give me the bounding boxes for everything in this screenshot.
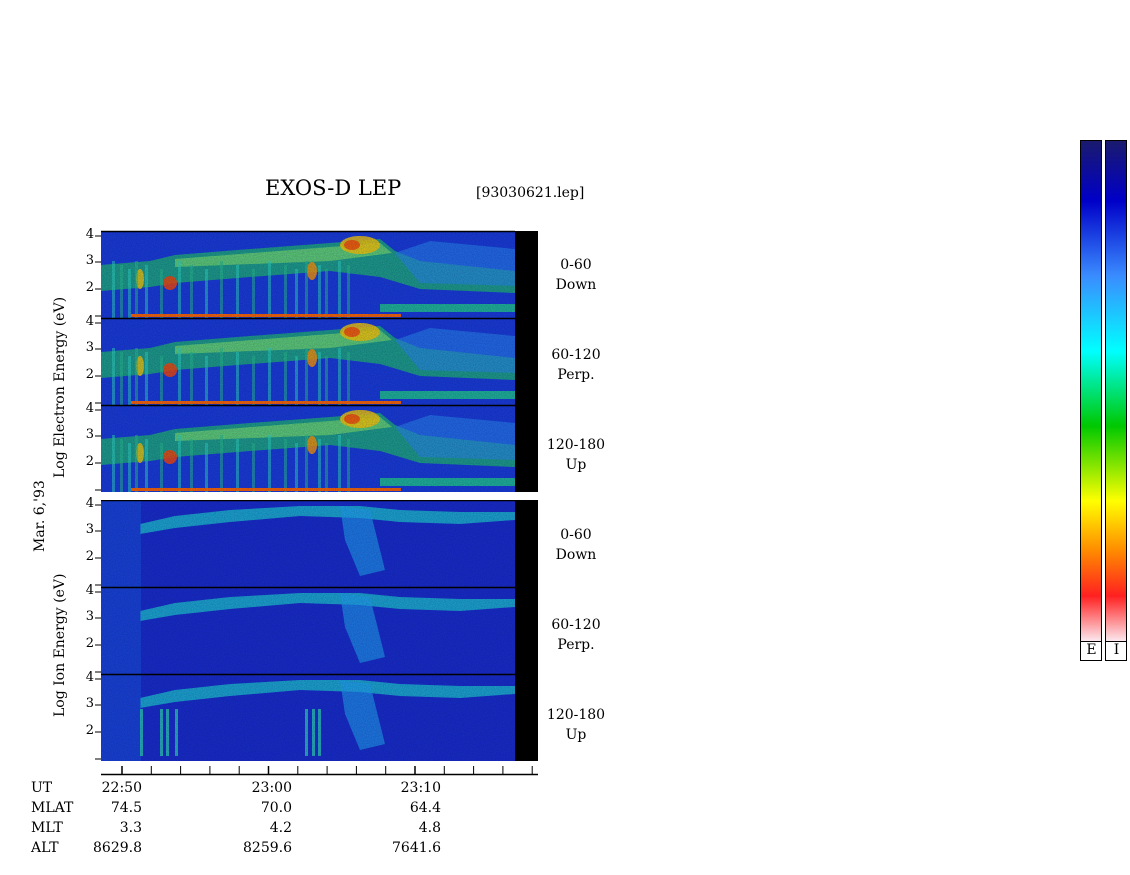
footer-label-mlat: MLAT xyxy=(31,800,74,816)
spectrogram-panel-electron-up xyxy=(101,404,538,492)
y-tick-label: 3 xyxy=(85,427,94,442)
panel-label-ion-up: 120-180 Up xyxy=(546,707,606,743)
ut-value-2: 23:00 xyxy=(251,780,292,796)
mlt-value-1: 3.3 xyxy=(119,820,142,836)
alt-value-1: 8629.8 xyxy=(93,840,142,856)
footer-label-ut: UT xyxy=(31,780,53,796)
panel-label-ion-down: 0-60 Down xyxy=(555,527,597,563)
panel-label-electron-up: 120-180 Up xyxy=(546,437,606,473)
footer-label-mlt: MLT xyxy=(31,820,63,836)
y-tick-label: 3 xyxy=(85,609,94,624)
alt-value-3: 7641.6 xyxy=(392,840,441,856)
y-tick-label: 2 xyxy=(85,367,94,382)
file-name: [93030621.lep] xyxy=(476,185,585,201)
mlt-value-2: 4.2 xyxy=(269,820,292,836)
mlat-value-2: 70.0 xyxy=(260,800,292,816)
y-tick-label: 4 xyxy=(85,583,94,598)
y-tick-label: 2 xyxy=(85,280,94,295)
y-tick-label: 4 xyxy=(85,670,94,685)
panel-label-ion-perp: 60-120 Perp. xyxy=(551,617,601,653)
colorbar-label-e: E xyxy=(1086,642,1097,658)
spectrogram-panel-electron-down xyxy=(101,230,538,318)
ion-energy-axis-label: Log Ion Energy (eV) xyxy=(52,573,68,717)
date-label: Mar. 6,'93 xyxy=(32,480,48,552)
ut-value-1: 22:50 xyxy=(101,780,142,796)
y-tick-label: 4 xyxy=(85,496,94,511)
y-tick-label: 4 xyxy=(85,401,94,416)
mlat-value-3: 64.4 xyxy=(409,800,441,816)
ut-value-3: 23:10 xyxy=(400,780,441,796)
y-tick-label: 2 xyxy=(85,723,94,738)
colorbar-label-i: I xyxy=(1113,642,1120,658)
panel-label-electron-down: 0-60 Down xyxy=(555,257,597,293)
y-tick-label: 2 xyxy=(85,549,94,564)
panel-label-electron-perp: 60-120 Perp. xyxy=(551,347,601,383)
colorbar-i xyxy=(1106,141,1126,641)
spectrogram-panel-electron-perp xyxy=(101,317,538,405)
spectrogram-panel-ion-up xyxy=(101,673,538,761)
mlt-value-3: 4.8 xyxy=(418,820,441,836)
spectrogram-panel-ion-down xyxy=(101,499,538,587)
colorbar-e xyxy=(1081,141,1101,641)
y-tick-label: 3 xyxy=(85,253,94,268)
spectrogram-panel-ion-perp xyxy=(101,586,538,674)
y-tick-label: 3 xyxy=(85,696,94,711)
y-tick-label: 4 xyxy=(85,227,94,242)
electron-energy-axis-label: Log Electron Energy (eV) xyxy=(52,296,68,478)
y-tick-label: 2 xyxy=(85,454,94,469)
y-tick-label: 2 xyxy=(85,636,94,651)
y-tick-label: 3 xyxy=(85,522,94,537)
mlat-value-1: 74.5 xyxy=(110,800,142,816)
alt-value-2: 8259.6 xyxy=(243,840,292,856)
y-tick-label: 4 xyxy=(85,314,94,329)
footer-label-alt: ALT xyxy=(31,840,59,856)
chart-title: EXOS-D LEP xyxy=(265,176,402,200)
y-tick-label: 3 xyxy=(85,340,94,355)
